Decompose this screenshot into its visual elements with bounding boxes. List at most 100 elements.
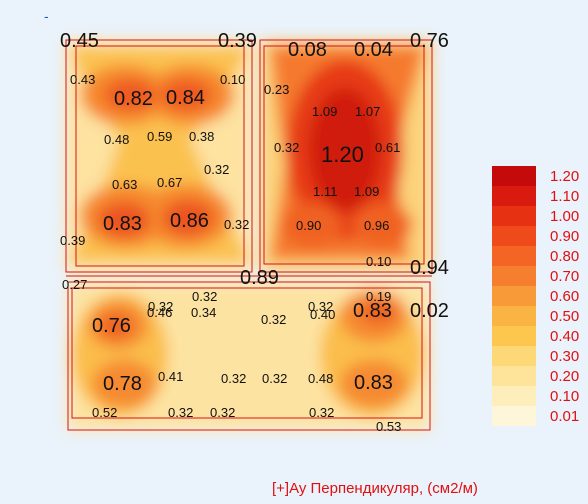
value-label: 1.11 [313, 184, 338, 199]
legend-swatch [492, 406, 536, 426]
legend-label: 0.50 [550, 308, 580, 325]
value-label: 1.07 [355, 104, 381, 119]
legend-swatch [492, 386, 536, 406]
value-label: 0.48 [308, 371, 334, 386]
value-label: 0.96 [364, 218, 390, 233]
value-label: 0.48 [104, 132, 130, 147]
value-label: 0.67 [157, 175, 183, 190]
value-label: 0.83 [103, 213, 142, 235]
value-label: 0.32 [262, 371, 288, 386]
value-label: 0.32 [204, 162, 230, 177]
value-label: 0.32 [148, 299, 174, 314]
value-label: 0.84 [166, 87, 205, 109]
legend-swatch [492, 286, 536, 306]
value-label: 0.59 [147, 129, 173, 144]
value-label: 1.09 [312, 104, 338, 119]
value-label: 0.63 [112, 177, 138, 192]
legend-row: 0.10 [492, 386, 588, 406]
value-label: 0.32 [309, 405, 335, 420]
legend-row: 0.80 [492, 246, 588, 266]
value-label: 0.02 [410, 300, 449, 322]
legend-row: 0.20 [492, 366, 588, 386]
value-label: 0.89 [240, 267, 279, 289]
legend-label: 0.30 [550, 348, 580, 365]
legend-row: 1.10 [492, 186, 588, 206]
value-label: 0.32 [221, 371, 247, 386]
legend-swatch [492, 226, 536, 246]
legend-label: 0.60 [550, 288, 580, 305]
value-label: 0.32 [192, 289, 218, 304]
legend-label: 1.20 [550, 168, 580, 185]
legend-label: 0.40 [550, 328, 580, 345]
value-label: 0.10 [220, 72, 246, 87]
value-label: 0.41 [158, 369, 184, 384]
legend-row: 0.40 [492, 326, 588, 346]
value-label: 0.27 [62, 277, 88, 292]
legend-label: 0.10 [550, 388, 580, 405]
legend-row: 0.50 [492, 306, 588, 326]
value-label: 0.38 [189, 129, 215, 144]
value-label: 0.83 [353, 300, 392, 322]
value-label: 0.76 [410, 30, 449, 52]
value-label: 0.45 [60, 30, 99, 52]
value-label: 0.32 [261, 312, 287, 327]
legend-row: 0.01 [492, 406, 588, 426]
value-label: 1.20 [321, 142, 364, 167]
value-label: 0.76 [92, 315, 131, 337]
legend-title: [+]Ay Перпендикуляр, (см2/м) [272, 480, 478, 497]
value-label: 0.90 [296, 218, 322, 233]
value-label: 0.19 [366, 289, 392, 304]
value-label: 0.23 [264, 82, 290, 97]
value-label: 0.53 [376, 419, 402, 434]
contour-fills [66, 40, 432, 430]
value-label: 0.46 [147, 305, 173, 320]
legend-row: 0.90 [492, 226, 588, 246]
legend-swatch [492, 266, 536, 286]
legend-label: 0.70 [550, 268, 580, 285]
legend-row: 1.20 [492, 166, 588, 186]
legend-swatch [492, 366, 536, 386]
legend-row: 0.60 [492, 286, 588, 306]
legend-swatch [492, 326, 536, 346]
value-label: 0.52 [92, 405, 118, 420]
slab-outlines [65, 39, 433, 431]
legend-label: 0.90 [550, 228, 580, 245]
legend-label: 0.80 [550, 248, 580, 265]
value-label: 0.32 [168, 405, 194, 420]
value-label: 0.78 [103, 373, 142, 395]
value-label: 0.10 [366, 254, 392, 269]
legend-label: 1.10 [550, 188, 580, 205]
value-label: 0.32 [308, 299, 334, 314]
legend-label: 0.01 [550, 408, 580, 425]
value-label: 0.08 [288, 39, 327, 61]
value-label: 0.40 [310, 307, 336, 322]
value-label: 0.86 [170, 210, 209, 232]
legend-swatch [492, 186, 536, 206]
legend-swatch [492, 306, 536, 326]
legend-swatch [492, 206, 536, 226]
value-label: 0.61 [375, 140, 401, 155]
view-marker: - [44, 8, 49, 24]
legend-label: 1.00 [550, 208, 580, 225]
legend-swatch [492, 246, 536, 266]
value-label: 1.09 [354, 184, 380, 199]
value-label: 0.83 [354, 372, 393, 394]
legend-row: 1.00 [492, 206, 588, 226]
value-label: 0.43 [70, 72, 96, 87]
value-label: 0.82 [114, 88, 153, 110]
legend-row: 0.70 [492, 266, 588, 286]
value-label: 0.04 [354, 39, 393, 61]
value-label: 0.39 [60, 233, 86, 248]
value-label: 0.32 [274, 140, 300, 155]
value-label: 0.34 [191, 305, 217, 320]
value-label: 0.94 [410, 257, 449, 279]
legend-swatch [492, 346, 536, 366]
legend-swatch [492, 166, 536, 186]
legend-row: 0.30 [492, 346, 588, 366]
value-label: 0.39 [218, 30, 257, 52]
value-label: 0.32 [224, 217, 250, 232]
legend-label: 0.20 [550, 368, 580, 385]
value-label: 0.32 [210, 405, 236, 420]
